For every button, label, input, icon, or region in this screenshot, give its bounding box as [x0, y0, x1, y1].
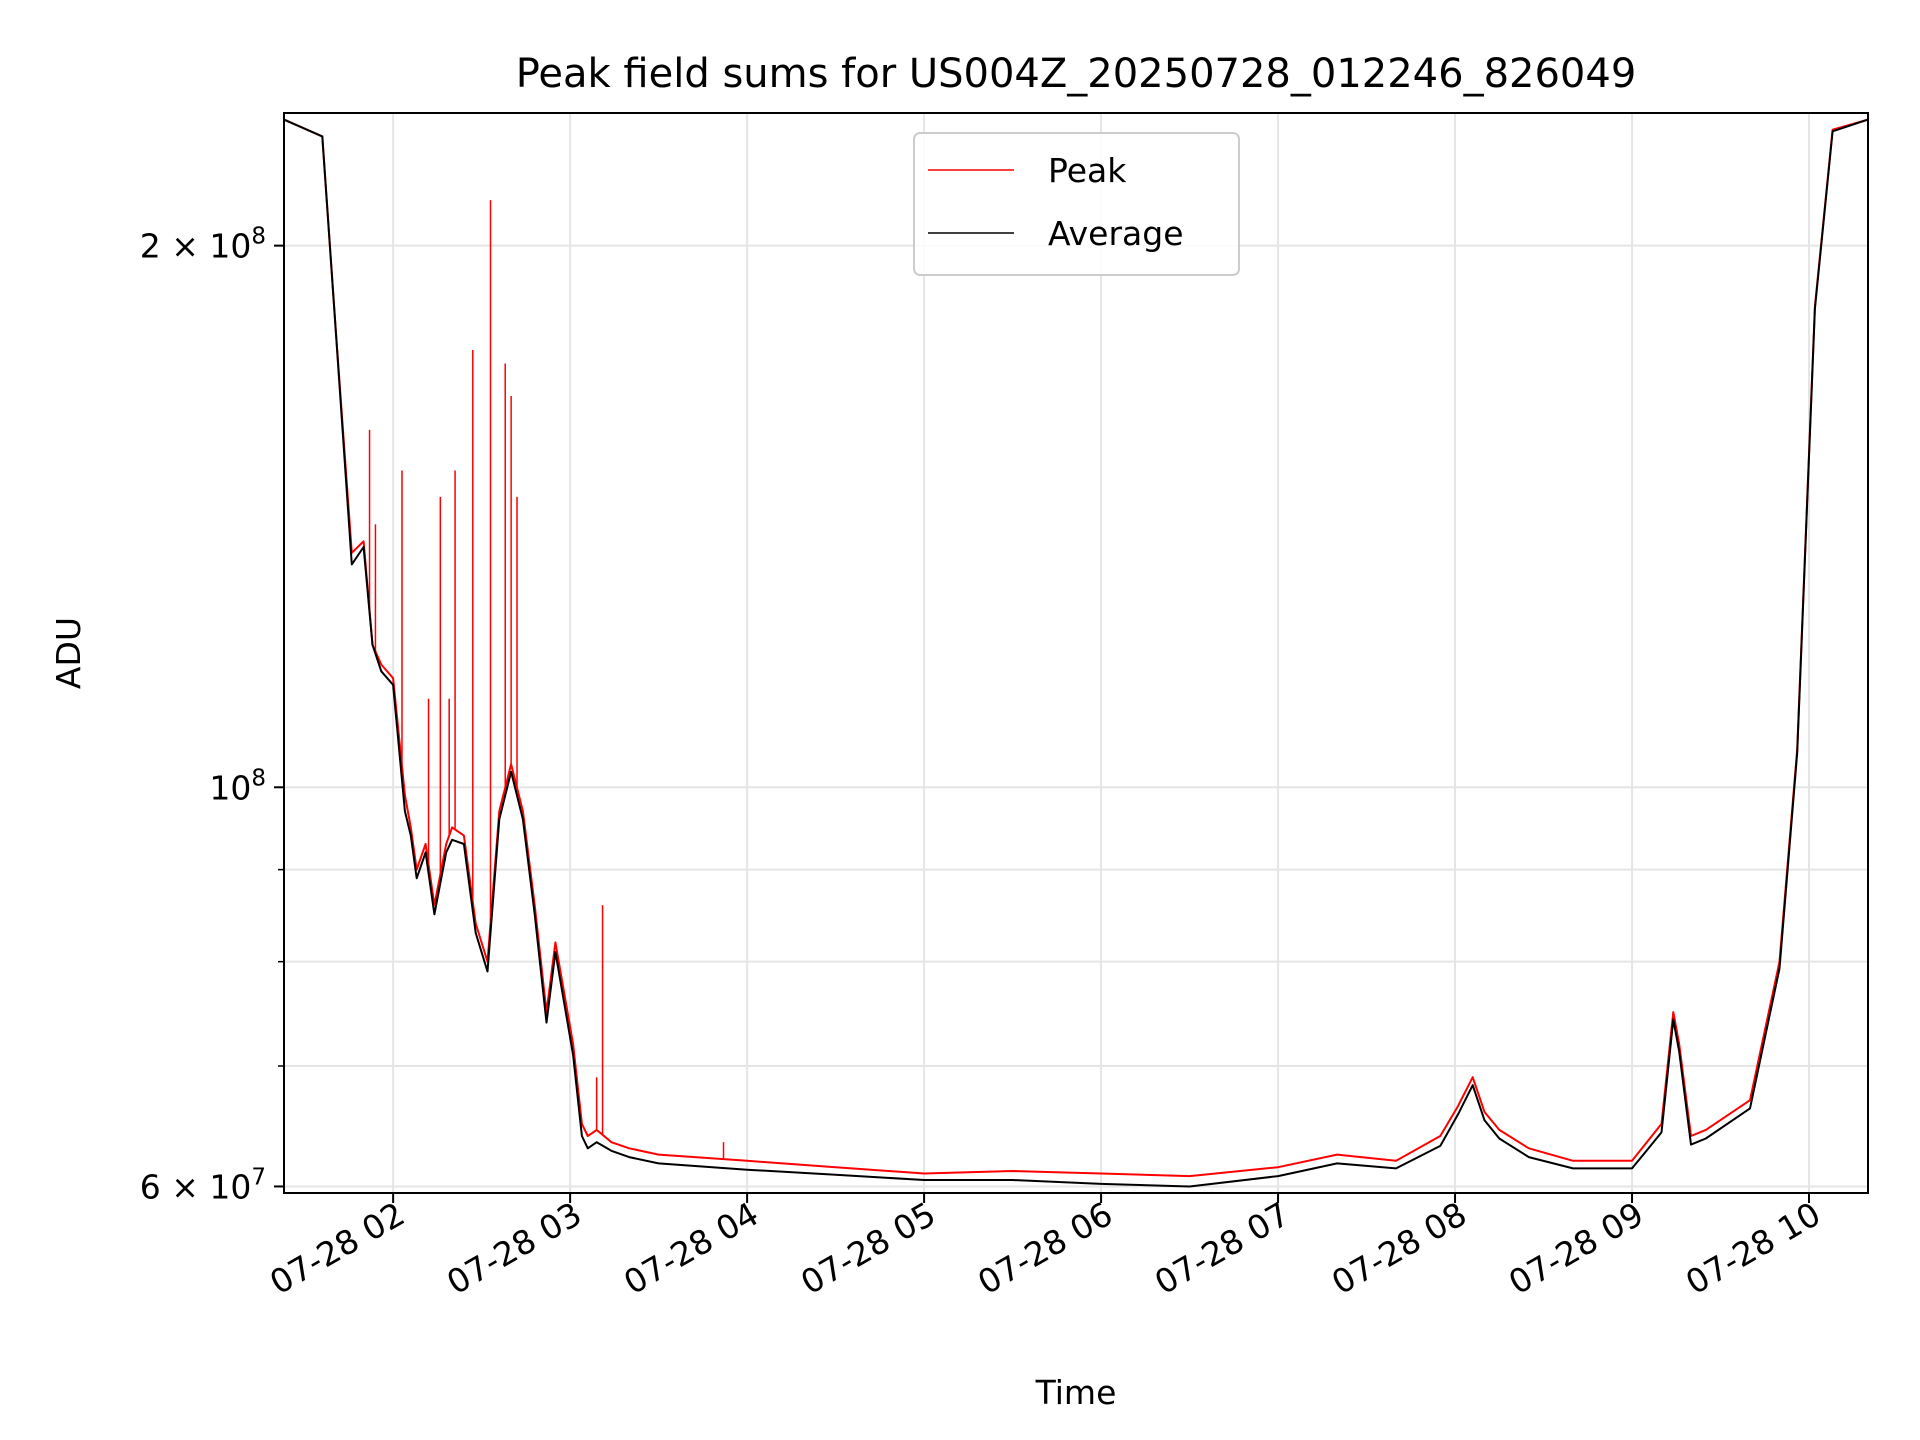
y-tick-label: 2 × 108 — [140, 224, 266, 266]
series-line-average — [284, 118, 1868, 1188]
x-axis-label: Time — [1035, 1373, 1117, 1412]
legend: Peak Average — [913, 132, 1240, 276]
grid — [284, 113, 1868, 1193]
y-axis-label: ADU — [49, 617, 88, 689]
y-tick-label: 108 — [209, 765, 266, 807]
legend-box — [913, 132, 1240, 276]
legend-label-peak: Peak — [1048, 151, 1127, 190]
y-tick-label: 6 × 107 — [140, 1164, 266, 1206]
legend-label-average: Average — [1048, 214, 1184, 253]
series-layer — [284, 118, 1868, 1188]
axes-frame — [283, 112, 1869, 1194]
chart-title: Peak field sums for US004Z_20250728_0122… — [516, 51, 1637, 97]
